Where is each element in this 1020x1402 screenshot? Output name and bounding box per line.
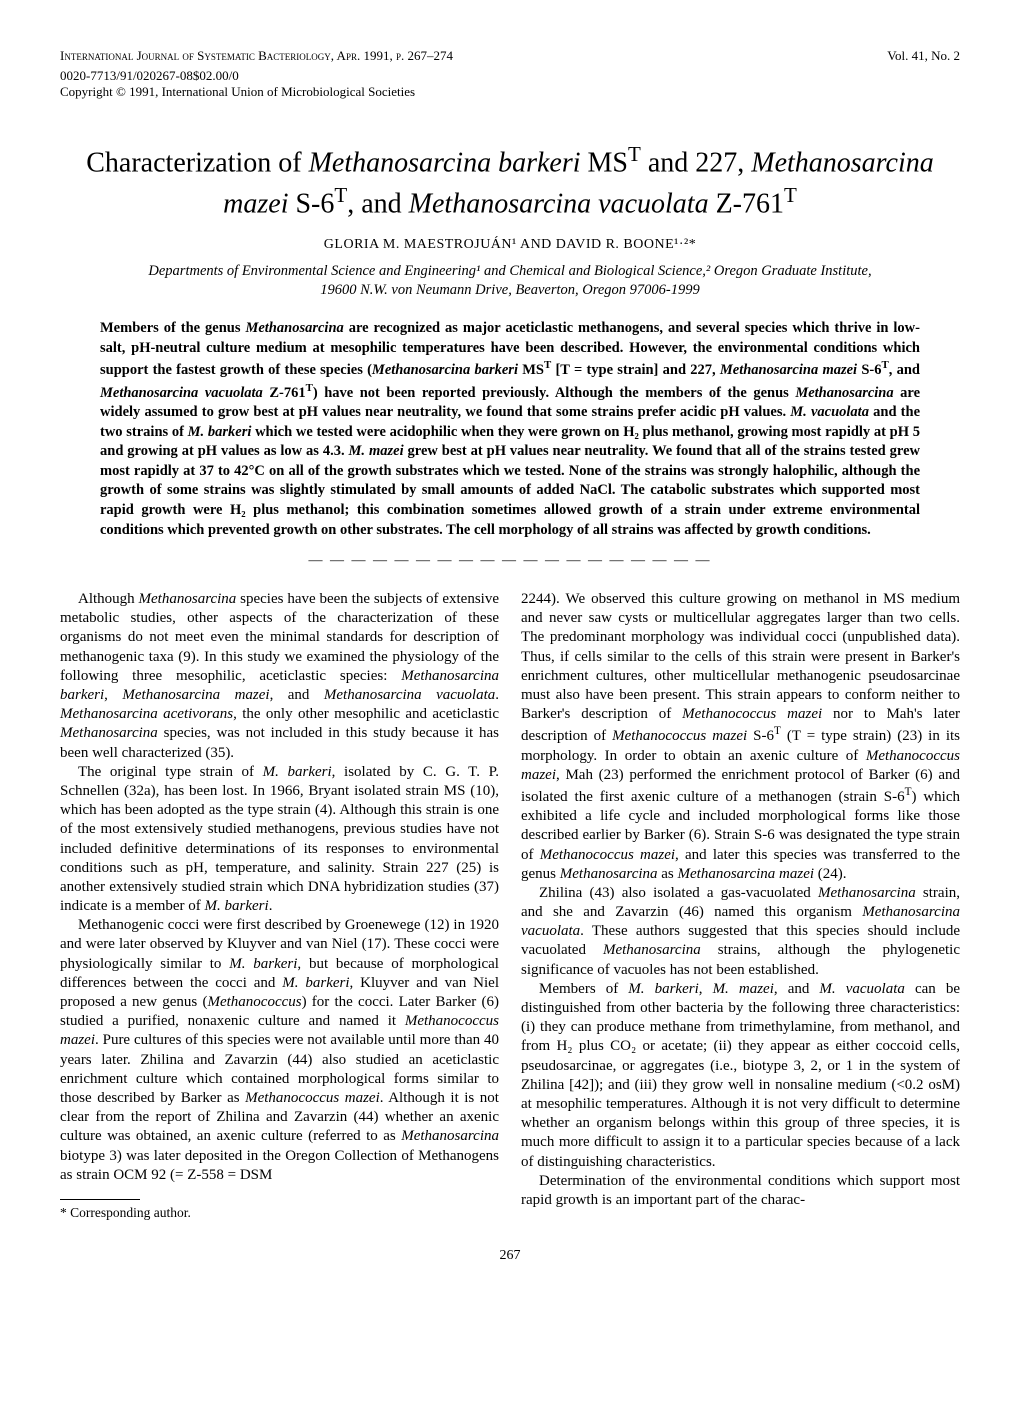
- journal-meta: 0020-7713/91/020267-08$02.00/0 Copyright…: [60, 68, 960, 101]
- divider: — — — — — — — — — — — — — — — — — — —: [60, 552, 960, 570]
- body-paragraph: Members of M. barkeri, M. mazei, and M. …: [521, 980, 960, 1172]
- body-paragraph: Methanogenic cocci were first described …: [60, 916, 499, 1185]
- footnote-rule: [60, 1199, 140, 1200]
- article-title: Characterization of Methanosarcina barke…: [60, 141, 960, 222]
- article-abstract: Members of the genus Methanosarcina are …: [100, 319, 920, 540]
- journal-issn: 0020-7713/91/020267-08$02.00/0: [60, 68, 960, 85]
- page-number: 267: [60, 1247, 960, 1265]
- body-paragraph: Determination of the environmental condi…: [521, 1172, 960, 1210]
- journal-header: International Journal of Systematic Bact…: [60, 48, 960, 65]
- journal-name: International Journal of Systematic Bact…: [60, 48, 453, 65]
- article-body: Although Methanosarcina species have bee…: [60, 590, 960, 1221]
- journal-vol: Vol. 41, No. 2: [887, 48, 960, 65]
- body-paragraph: The original type strain of M. barkeri, …: [60, 763, 499, 917]
- body-paragraph: 2244). We observed this culture growing …: [521, 590, 960, 884]
- journal-copyright: Copyright © 1991, International Union of…: [60, 84, 960, 101]
- body-paragraph: Although Methanosarcina species have bee…: [60, 590, 499, 763]
- article-affiliation: Departments of Environmental Science and…: [130, 262, 890, 299]
- corresponding-author-footnote: * Corresponding author.: [60, 1204, 499, 1221]
- article-authors: GLORIA M. MAESTROJUÁN¹ AND DAVID R. BOON…: [60, 236, 960, 254]
- body-paragraph: Zhilina (43) also isolated a gas-vacuola…: [521, 884, 960, 980]
